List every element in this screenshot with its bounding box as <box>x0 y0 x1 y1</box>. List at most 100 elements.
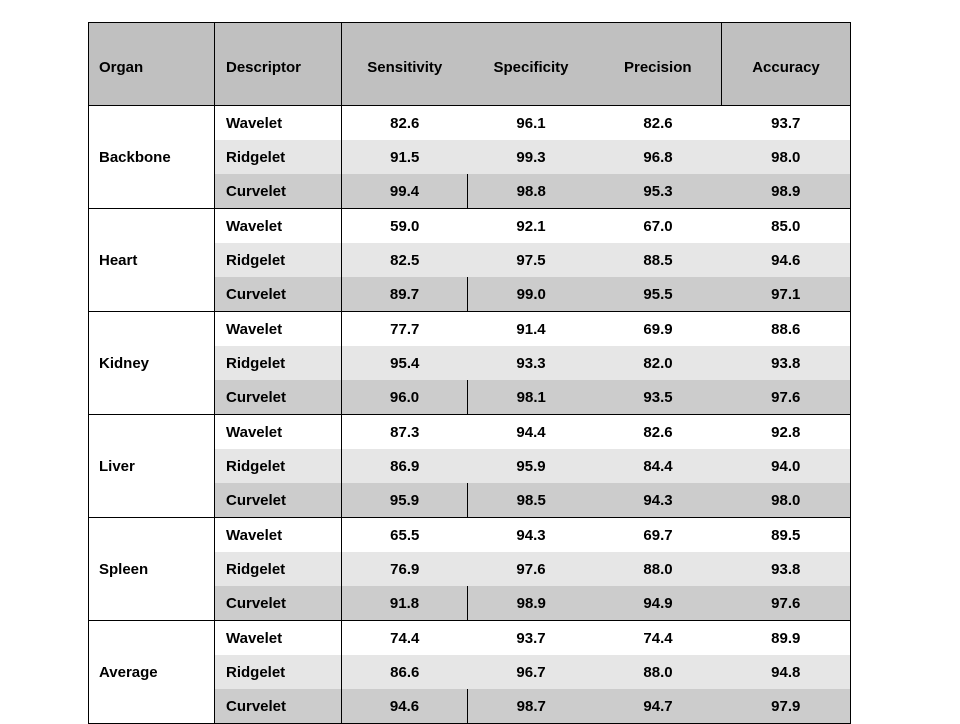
precision-cell: 74.4 <box>594 620 722 655</box>
accuracy-cell: 97.6 <box>721 380 851 415</box>
header-precision: Precision <box>594 22 722 106</box>
organ-cell: Backbone <box>88 105 215 209</box>
precision-cell: 96.8 <box>594 140 722 174</box>
header-accuracy: Accuracy <box>721 22 851 106</box>
precision-cell: 82.0 <box>594 346 722 380</box>
specificity-cell: 98.7 <box>467 689 595 724</box>
specificity-cell: 98.1 <box>467 380 595 415</box>
precision-cell: 84.4 <box>594 449 722 483</box>
accuracy-cell: 97.9 <box>721 689 851 724</box>
table-row: Curvelet 99.4 98.8 95.3 98.9 <box>89 174 851 209</box>
sensitivity-cell: 91.5 <box>341 140 468 174</box>
specificity-cell: 96.7 <box>467 655 595 689</box>
descriptor-cell: Wavelet <box>214 208 342 243</box>
header-row: Organ Descriptor Sensitivity Specificity… <box>88 22 851 106</box>
descriptor-cell: Ridgelet <box>214 243 342 277</box>
table-row: Ridgelet 76.9 97.6 88.0 93.8 <box>89 552 851 586</box>
results-table-container: Organ Descriptor Sensitivity Specificity… <box>88 22 851 724</box>
sensitivity-cell: 95.4 <box>341 346 468 380</box>
specificity-cell: 95.9 <box>467 449 595 483</box>
table-row: Spleen Wavelet 65.5 94.3 69.7 89.5 <box>88 517 851 621</box>
descriptor-cell: Ridgelet <box>214 346 342 380</box>
header-descriptor: Descriptor <box>214 22 342 106</box>
precision-cell: 93.5 <box>594 380 722 415</box>
table-row: Average Wavelet 74.4 93.7 74.4 89.9 <box>88 620 851 724</box>
descriptor-cell: Wavelet <box>214 311 342 346</box>
accuracy-cell: 93.8 <box>721 346 851 380</box>
descriptor-cell: Wavelet <box>214 414 342 449</box>
specificity-cell: 97.5 <box>467 243 595 277</box>
table-row: Ridgelet 86.9 95.9 84.4 94.0 <box>89 449 851 483</box>
sensitivity-cell: 91.8 <box>341 586 468 621</box>
specificity-cell: 98.5 <box>467 483 595 518</box>
descriptor-cell: Ridgelet <box>214 140 342 174</box>
table-row: Ridgelet 86.6 96.7 88.0 94.8 <box>89 655 851 689</box>
accuracy-cell: 89.5 <box>721 517 851 552</box>
accuracy-cell: 88.6 <box>721 311 851 346</box>
precision-cell: 82.6 <box>594 105 722 140</box>
precision-cell: 95.3 <box>594 174 722 209</box>
sensitivity-cell: 76.9 <box>341 552 468 586</box>
sensitivity-cell: 82.5 <box>341 243 468 277</box>
descriptor-cell: Curvelet <box>214 380 342 415</box>
sensitivity-cell: 96.0 <box>341 380 468 415</box>
sensitivity-cell: 95.9 <box>341 483 468 518</box>
accuracy-cell: 94.0 <box>721 449 851 483</box>
accuracy-cell: 94.8 <box>721 655 851 689</box>
table-row: Ridgelet 95.4 93.3 82.0 93.8 <box>89 346 851 380</box>
precision-cell: 88.5 <box>594 243 722 277</box>
header-organ: Organ <box>88 22 215 106</box>
descriptor-cell: Ridgelet <box>214 655 342 689</box>
sensitivity-cell: 74.4 <box>341 620 468 655</box>
table-row: Curvelet 91.8 98.9 94.9 97.6 <box>89 586 851 621</box>
organ-cell: Average <box>88 620 215 724</box>
precision-cell: 88.0 <box>594 552 722 586</box>
descriptor-cell: Ridgelet <box>214 552 342 586</box>
organ-cell: Kidney <box>88 311 215 415</box>
precision-cell: 67.0 <box>594 208 722 243</box>
specificity-cell: 94.4 <box>467 414 595 449</box>
specificity-cell: 99.3 <box>467 140 595 174</box>
table-row: Liver Wavelet 87.3 94.4 82.6 92.8 <box>88 414 851 518</box>
accuracy-cell: 98.9 <box>721 174 851 209</box>
specificity-cell: 98.9 <box>467 586 595 621</box>
precision-cell: 69.9 <box>594 311 722 346</box>
precision-cell: 88.0 <box>594 655 722 689</box>
specificity-cell: 96.1 <box>467 105 595 140</box>
sensitivity-cell: 94.6 <box>341 689 468 724</box>
specificity-cell: 93.3 <box>467 346 595 380</box>
descriptor-cell: Wavelet <box>214 517 342 552</box>
precision-cell: 94.7 <box>594 689 722 724</box>
precision-cell: 95.5 <box>594 277 722 312</box>
header-sensitivity: Sensitivity <box>341 22 468 106</box>
specificity-cell: 94.3 <box>467 517 595 552</box>
table-row: Heart Wavelet 59.0 92.1 67.0 85.0 <box>88 208 851 312</box>
table-row: Curvelet 89.7 99.0 95.5 97.1 <box>89 277 851 312</box>
precision-cell: 94.9 <box>594 586 722 621</box>
descriptor-cell: Curvelet <box>214 174 342 209</box>
specificity-cell: 93.7 <box>467 620 595 655</box>
header-specificity: Specificity <box>467 22 595 106</box>
organ-cell: Liver <box>88 414 215 518</box>
results-table: Organ Descriptor Sensitivity Specificity… <box>88 22 851 724</box>
sensitivity-cell: 87.3 <box>341 414 468 449</box>
descriptor-cell: Curvelet <box>214 689 342 724</box>
precision-cell: 94.3 <box>594 483 722 518</box>
sensitivity-cell: 86.9 <box>341 449 468 483</box>
specificity-cell: 97.6 <box>467 552 595 586</box>
table-body: Backbone Wavelet 82.6 96.1 82.6 93.7 Ridgelet 9… <box>88 105 851 724</box>
descriptor-cell: Curvelet <box>214 277 342 312</box>
sensitivity-cell: 99.4 <box>341 174 468 209</box>
descriptor-cell: Curvelet <box>214 586 342 621</box>
specificity-cell: 99.0 <box>467 277 595 312</box>
table-row: Curvelet 95.9 98.5 94.3 98.0 <box>89 483 851 518</box>
precision-cell: 69.7 <box>594 517 722 552</box>
table-row: Kidney Wavelet 77.7 91.4 69.9 88.6 <box>88 311 851 415</box>
sensitivity-cell: 89.7 <box>341 277 468 312</box>
specificity-cell: 91.4 <box>467 311 595 346</box>
table-row: Curvelet 96.0 98.1 93.5 97.6 <box>89 380 851 415</box>
descriptor-cell: Ridgelet <box>214 449 342 483</box>
accuracy-cell: 93.7 <box>721 105 851 140</box>
accuracy-cell: 97.1 <box>721 277 851 312</box>
sensitivity-cell: 65.5 <box>341 517 468 552</box>
